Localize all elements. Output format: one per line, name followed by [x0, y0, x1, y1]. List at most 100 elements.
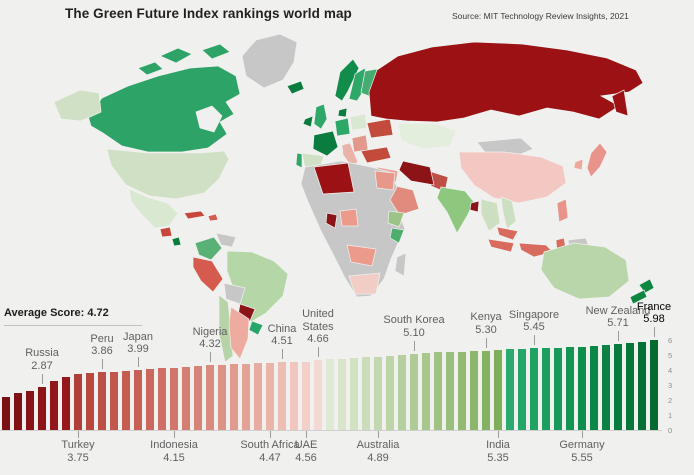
map-region-turkey [360, 146, 392, 164]
map-region-madagascar [394, 252, 407, 277]
callout-pointer-new-zealand [618, 331, 619, 342]
map-region-vietnam [500, 196, 517, 230]
callout-score: 5.55 [571, 451, 593, 464]
callout-pointer-south-korea [414, 340, 415, 351]
map-region-canada [159, 47, 193, 64]
callout-country: Peru [90, 332, 114, 345]
bar-26 [314, 360, 322, 430]
bar-45 [542, 347, 550, 430]
callout-pointer-russia [42, 373, 43, 384]
map-region-uk [313, 103, 328, 130]
bar-28 [338, 358, 346, 430]
callout-country: UAE [294, 439, 318, 451]
bar-5 [62, 376, 70, 430]
map-region-costa-rica [171, 236, 182, 247]
callout-pointer-nigeria [210, 352, 211, 363]
source-credit: Source: MIT Technology Review Insights, … [452, 11, 629, 21]
bar-29 [350, 358, 358, 430]
map-region-balkans [351, 134, 369, 153]
callout-country: Singapore [508, 308, 560, 321]
map-region-norway [334, 58, 360, 102]
map-region-nigeria [339, 208, 359, 227]
map-region-portugal [295, 152, 303, 169]
map-region-mexico [128, 188, 179, 229]
callout-country: New Zealand [585, 304, 651, 317]
callout-score: 4.51 [271, 335, 293, 348]
callout-country: China [267, 322, 297, 335]
callout-country: Germany [559, 439, 605, 451]
callout-score: 5.45 [523, 321, 545, 334]
callout-country: Kenya [470, 311, 502, 323]
callout-nigeria: Nigeria 4.32 [165, 326, 255, 351]
map-region-france [312, 130, 339, 157]
map-region-myanmar [480, 198, 501, 232]
callout-pointer-china [282, 349, 283, 360]
bar-1 [14, 393, 22, 430]
map-region-colombia [194, 236, 223, 261]
map-region-china [458, 151, 567, 204]
map-region-south-korea [573, 158, 584, 171]
bar-3 [38, 386, 46, 430]
callout-score: 3.99 [127, 343, 149, 356]
bar-35 [422, 352, 430, 430]
callout-indonesia: Indonesia 4.15 [129, 439, 219, 464]
callout-country: Russia [25, 347, 59, 360]
callout-country: Indonesia [150, 439, 198, 451]
bar-41 [494, 349, 502, 430]
map-hudson-bay [195, 105, 223, 133]
callout-south-korea: South Korea 5.10 [369, 314, 459, 339]
bar-13 [158, 368, 166, 430]
bar-18 [218, 364, 226, 430]
callout-country: India [486, 439, 510, 451]
callout-united-states: United States 4.66 [294, 308, 342, 346]
bar-14 [170, 367, 178, 430]
callout-pointer-united-states [318, 347, 319, 358]
bar-6 [74, 373, 82, 430]
average-score-underline [4, 325, 142, 326]
map-region-new-zealand [629, 289, 648, 305]
bar-15 [182, 366, 190, 430]
map-region-ghana [325, 212, 338, 229]
bar-30 [362, 357, 370, 430]
map-region-canada [87, 65, 241, 153]
callout-country: South Korea [383, 314, 445, 326]
y-tick-5: 5 [668, 351, 673, 360]
callout-country: Nigeria [192, 325, 228, 338]
map-region-usa [106, 148, 230, 200]
bar-17 [206, 365, 214, 430]
map-region-argentina [228, 306, 250, 360]
bar-53 [638, 341, 646, 430]
callout-score: 5.35 [487, 451, 509, 464]
callout-new-zealand: New Zealand 5.71 [573, 305, 663, 330]
callout-south-africa: South Africa 4.47 [225, 439, 315, 464]
y-tick-4: 4 [668, 366, 673, 375]
callout-country: France [636, 300, 672, 313]
map-region-peru [192, 256, 224, 293]
callout-country: United States [302, 308, 334, 333]
bar-16 [194, 365, 202, 430]
bar-0 [2, 397, 10, 430]
callout-score: 4.56 [295, 451, 317, 464]
callout-pointer-germany [582, 431, 583, 438]
bar-12 [146, 369, 154, 430]
callout-peru: Peru 3.86 [57, 333, 147, 358]
map-region-philippines [556, 198, 569, 223]
y-tick-1: 1 [668, 411, 673, 420]
callout-pointer-south-africa [270, 431, 271, 438]
map-region-guatemala [159, 226, 173, 238]
bar-51 [614, 344, 622, 430]
map-region-chile [218, 294, 234, 363]
map-region-cuba [183, 210, 206, 220]
map-region-japan [586, 142, 608, 178]
bar-2 [26, 390, 34, 430]
bar-47 [566, 347, 574, 430]
map-region-alaska [53, 89, 102, 122]
map-region-denmark [337, 107, 348, 118]
map-region-russia [611, 89, 629, 117]
bar-11 [134, 370, 142, 430]
bar-39 [470, 350, 478, 430]
bar-32 [386, 355, 394, 430]
callout-score: 4.47 [259, 451, 281, 464]
callout-pointer-france [654, 327, 655, 338]
